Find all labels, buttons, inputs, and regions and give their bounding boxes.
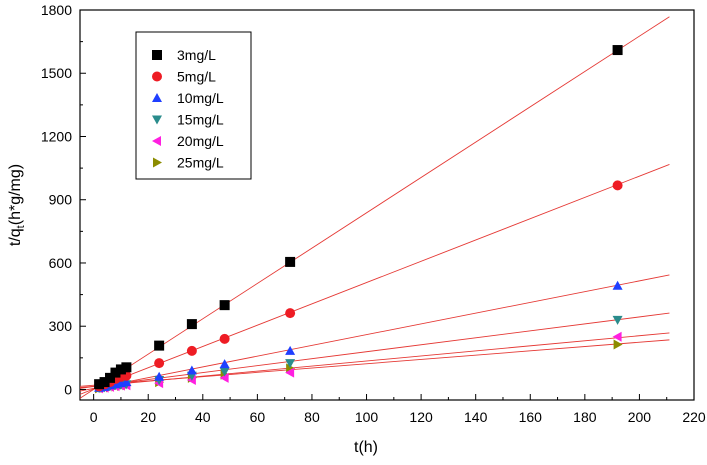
data-point-0-6 bbox=[154, 340, 165, 351]
data-point-1-10 bbox=[612, 180, 623, 191]
data-point-0-4 bbox=[115, 364, 126, 375]
y-tick-label-1800: 1800 bbox=[41, 2, 72, 18]
fit-line-2 bbox=[80, 274, 670, 392]
data-point-0-5 bbox=[121, 362, 132, 373]
data-point-2-9 bbox=[285, 345, 296, 355]
data-point-3-8 bbox=[219, 367, 230, 377]
y-axis-title-main: t/q bbox=[7, 228, 24, 246]
legend-label-4: 20mg/L bbox=[177, 133, 224, 149]
legend-marker-2 bbox=[152, 93, 162, 102]
data-point-1-6 bbox=[154, 358, 165, 369]
legend-marker-5 bbox=[153, 157, 162, 168]
data-point-0-9 bbox=[285, 256, 296, 267]
data-point-1-9 bbox=[285, 308, 296, 319]
data-point-0-0 bbox=[94, 379, 105, 390]
x-tick-label-100: 100 bbox=[355, 409, 379, 425]
data-point-0-1 bbox=[99, 377, 110, 388]
x-tick-label-0: 0 bbox=[90, 409, 98, 425]
data-point-1-8 bbox=[219, 333, 230, 344]
legend-label-1: 5mg/L bbox=[177, 69, 216, 85]
x-axis-title: t(h) bbox=[354, 439, 378, 456]
y-tick-label-0: 0 bbox=[64, 381, 72, 397]
legend: 3mg/L 5mg/L 10mg/L 15mg/L 20mg/L 25mg/L bbox=[135, 31, 252, 180]
y-tick-label-600: 600 bbox=[49, 255, 73, 271]
data-point-0-7 bbox=[186, 319, 197, 330]
x-tick-label-160: 160 bbox=[519, 409, 543, 425]
y-tick-label-300: 300 bbox=[49, 318, 73, 334]
y-tick-label-1500: 1500 bbox=[41, 65, 72, 81]
x-tick-label-120: 120 bbox=[409, 409, 433, 425]
fit-line-5 bbox=[80, 339, 670, 387]
y-axis-title-unit: (h*g/mg) bbox=[7, 164, 24, 225]
y-axis-title-subscript: t bbox=[15, 225, 27, 228]
data-point-2-7 bbox=[186, 365, 197, 375]
fit-line-1 bbox=[80, 163, 670, 395]
data-point-2-6 bbox=[154, 371, 165, 381]
x-tick-label-60: 60 bbox=[250, 409, 266, 425]
x-tick-label-200: 200 bbox=[628, 409, 652, 425]
y-axis: 0 300 600 900 1200 1500 1800 bbox=[41, 2, 86, 397]
y-tick-label-900: 900 bbox=[49, 192, 73, 208]
legend-label-2: 10mg/L bbox=[177, 90, 224, 106]
x-tick-label-20: 20 bbox=[140, 409, 156, 425]
legend-marker-3 bbox=[152, 115, 162, 125]
data-point-2-8 bbox=[219, 359, 230, 369]
fit-line-3 bbox=[80, 312, 670, 389]
data-point-0-3 bbox=[110, 367, 121, 378]
legend-marker-4 bbox=[152, 136, 161, 146]
x-tick-label-180: 180 bbox=[573, 409, 597, 425]
legend-label-3: 15mg/L bbox=[177, 112, 224, 128]
x-tick-label-40: 40 bbox=[195, 409, 211, 425]
data-point-0-2 bbox=[105, 372, 116, 383]
x-tick-label-140: 140 bbox=[464, 409, 488, 425]
data-point-4-8 bbox=[219, 372, 229, 383]
x-tick-label-220: 220 bbox=[682, 409, 706, 425]
data-point-3-9 bbox=[285, 359, 296, 369]
legend-label-5: 25mg/L bbox=[177, 155, 224, 171]
data-point-3-10 bbox=[612, 315, 623, 325]
data-point-1-7 bbox=[186, 345, 197, 356]
data-point-4-9 bbox=[285, 367, 295, 378]
data-point-4-10 bbox=[612, 331, 622, 342]
data-point-0-8 bbox=[219, 300, 230, 311]
legend-label-0: 3mg/L bbox=[177, 47, 216, 63]
y-tick-label-1200: 1200 bbox=[41, 128, 72, 144]
data-point-2-5 bbox=[121, 377, 132, 387]
data-point-5-10 bbox=[613, 339, 623, 350]
x-axis: 0 20 40 60 80 100 120 140 160 180 200 220 bbox=[90, 394, 706, 425]
legend-marker-0 bbox=[152, 50, 162, 60]
fit-line-0 bbox=[80, 16, 670, 399]
fit-lines bbox=[80, 16, 670, 399]
data-point-2-10 bbox=[612, 280, 623, 290]
data-point-0-10 bbox=[612, 45, 623, 56]
y-axis-title: t/qt(h*g/mg) bbox=[7, 164, 27, 246]
x-tick-label-80: 80 bbox=[304, 409, 320, 425]
legend-marker-1 bbox=[152, 71, 162, 82]
data-markers bbox=[94, 45, 623, 394]
